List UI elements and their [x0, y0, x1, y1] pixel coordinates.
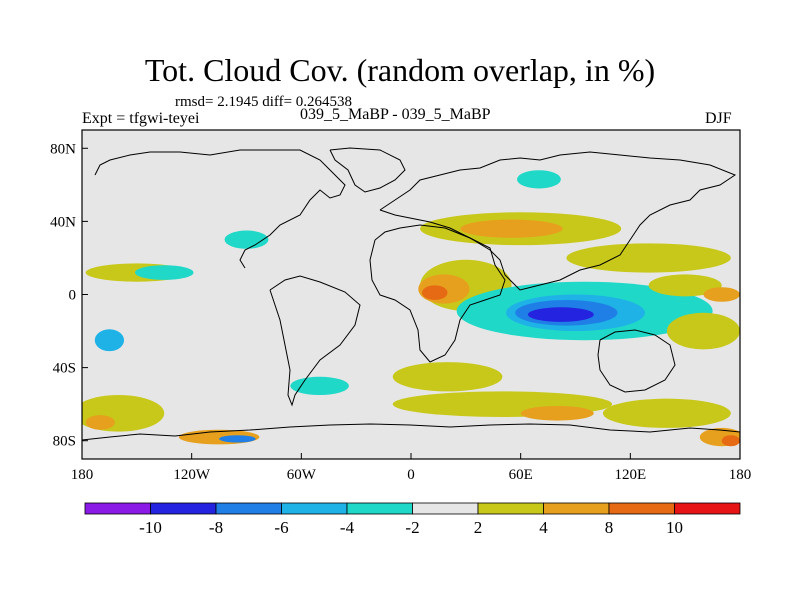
- y-tick-label-1: 40N: [50, 214, 76, 230]
- x-tick-label-3: 0: [407, 467, 415, 483]
- anomaly-region-20: [520, 405, 594, 421]
- anomaly-region-17: [82, 395, 165, 432]
- x-tick-label-2: 60W: [287, 467, 317, 483]
- anomaly-region-2: [421, 285, 448, 300]
- x-tick-label-0: 180: [71, 467, 94, 483]
- y-tick-label-4: 80S: [53, 434, 76, 450]
- anomaly-region-9: [566, 243, 731, 273]
- anomaly-region-25: [219, 435, 256, 443]
- anomaly-region-6: [527, 307, 594, 322]
- colorbar-swatch-7: [543, 502, 610, 515]
- anomaly-region-26: [94, 329, 125, 352]
- x-tick-label-4: 60E: [509, 467, 533, 483]
- experiment-label: Expt = tfgwi-teyei: [82, 110, 200, 127]
- x-tick-label-6: 180: [729, 467, 752, 483]
- anomaly-region-27: [648, 274, 722, 297]
- axes: 180 120W 60W 0 60E 120E 180 80N 40N 0 40S 80S: [50, 141, 751, 483]
- anomaly-region-23: [721, 435, 740, 447]
- anomaly-layer: [82, 170, 740, 447]
- y-tick-label-2: 0: [69, 288, 77, 304]
- anomaly-region-28: [703, 287, 740, 302]
- colorbar-swatch-1: [150, 502, 217, 515]
- anomaly-region-18: [85, 415, 115, 430]
- colorbar-swatch-3: [281, 502, 348, 515]
- coastlines: [82, 147, 740, 441]
- anomaly-region-8: [460, 219, 563, 238]
- x-tick-label-5: 120E: [614, 467, 646, 483]
- colorbar-swatch-5: [412, 502, 479, 515]
- colorbar-swatch-6: [477, 502, 544, 515]
- coastline-africa: [369, 224, 506, 363]
- anomaly-region-15: [290, 376, 349, 396]
- coastline-australia: [597, 329, 676, 393]
- colorbar-label-2: -6: [274, 518, 288, 537]
- colorbar-swatch-0: [84, 502, 151, 515]
- season-label: DJF: [705, 110, 732, 127]
- anomaly-region-13: [224, 230, 269, 249]
- coastline-north-america: [94, 149, 346, 269]
- anomaly-region-10: [666, 312, 740, 350]
- coastline-south-america: [269, 275, 361, 407]
- case-label: 039_5_MaBP - 039_5_MaBP: [300, 106, 491, 123]
- colorbar: -10 -8 -6 -4 -2 2 4 8 10: [84, 502, 741, 537]
- colorbar-label-5: 2: [474, 518, 483, 537]
- colorbar-label-1: -8: [209, 518, 223, 537]
- colorbar-swatch-8: [608, 502, 675, 515]
- colorbar-swatch-4: [346, 502, 413, 515]
- anomaly-region-12: [135, 265, 194, 280]
- colorbar-label-0: -10: [139, 518, 162, 537]
- colorbar-label-4: -2: [405, 518, 419, 537]
- colorbar-swatch-9: [674, 502, 741, 515]
- colorbar-label-8: 10: [666, 518, 683, 537]
- colorbar-swatch-2: [215, 502, 282, 515]
- coastline-greenland: [329, 147, 406, 193]
- anomaly-region-21: [602, 398, 731, 428]
- anomaly-region-14: [517, 170, 561, 189]
- y-tick-label-0: 80N: [50, 141, 76, 157]
- anomaly-region-16: [392, 362, 503, 392]
- coastline-eurasia: [379, 151, 737, 291]
- colorbar-label-7: 8: [605, 518, 614, 537]
- y-tick-label-3: 40S: [53, 361, 76, 377]
- colorbar-label-6: 4: [539, 518, 548, 537]
- plot-title: Tot. Cloud Cov. (random overlap, in %): [144, 52, 656, 88]
- coastline-antarctica: [82, 423, 740, 441]
- colorbar-label-3: -4: [340, 518, 355, 537]
- stats-text: rmsd= 2.1945 diff= 0.264538: [175, 94, 353, 110]
- x-tick-label-1: 120W: [173, 467, 211, 483]
